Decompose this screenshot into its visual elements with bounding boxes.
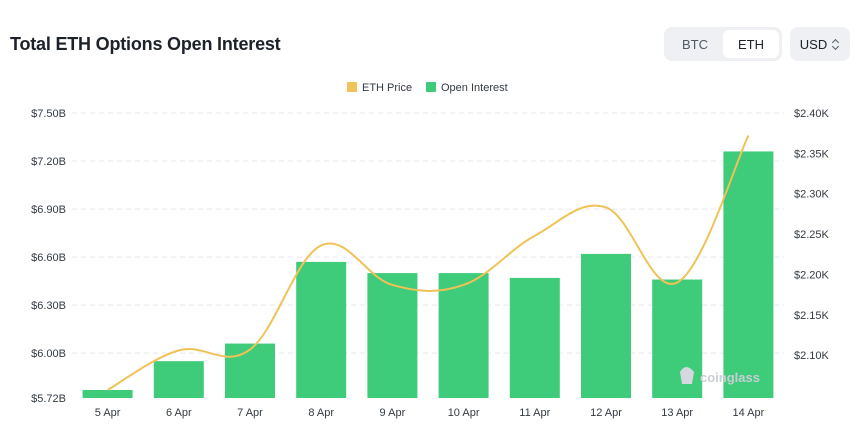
bar-series <box>82 151 774 398</box>
x-tick-label: 12 Apr <box>590 407 622 419</box>
left-axis: $5.72B $6.00B $6.30B $6.60B $6.90B $7.20B $7.5… <box>31 108 66 405</box>
bar-5-apr <box>82 389 133 398</box>
legend: ETH Price Open Interest <box>347 82 508 94</box>
watermark-text: coinglass <box>700 370 760 385</box>
eth-price-line <box>107 135 750 391</box>
x-tick-label: 6 Apr <box>166 407 192 419</box>
grid-lines <box>72 112 784 354</box>
left-tick-label: $6.60B <box>31 252 66 264</box>
asset-toggle: BTC ETH <box>664 27 782 61</box>
currency-value: USD <box>799 36 828 52</box>
legend-swatch <box>426 82 436 92</box>
x-tick-label: 5 Apr <box>95 407 121 419</box>
bar-9-apr <box>367 273 418 398</box>
left-tick-label: $6.30B <box>31 300 66 312</box>
left-tick-label: $5.72B <box>31 393 66 405</box>
left-tick-label: $7.20B <box>31 156 66 168</box>
left-tick-label: $6.00B <box>31 348 66 360</box>
left-tick-label: $7.50B <box>31 108 66 120</box>
bar-14-apr <box>723 151 774 398</box>
bar-13-apr <box>652 279 703 398</box>
right-tick-label: $2.20K <box>794 269 830 281</box>
x-axis: 5 Apr 6 Apr 7 Apr 8 Apr 9 Apr 10 Apr 11 Apr 12 … <box>95 407 765 419</box>
legend-label: Open Interest <box>441 82 508 94</box>
x-tick-label: 9 Apr <box>380 407 406 419</box>
right-tick-label: $2.25K <box>794 229 830 241</box>
legend-swatch <box>347 82 357 92</box>
legend-label: ETH Price <box>362 82 412 94</box>
right-tick-label: $2.40K <box>794 108 830 120</box>
x-tick-label: 14 Apr <box>732 407 764 419</box>
bar-10-apr <box>438 273 489 398</box>
right-axis: $2.10K $2.15K $2.20K $2.25K $2.30K $2.35K $2.4… <box>794 108 830 362</box>
watermark: coinglass <box>680 367 760 385</box>
x-tick-label: 7 Apr <box>237 407 263 419</box>
bar-8-apr <box>296 261 347 398</box>
bar-11-apr <box>509 277 560 398</box>
right-tick-label: $2.10K <box>794 350 830 362</box>
coinglass-logo-icon <box>680 367 694 384</box>
left-tick-label: $6.90B <box>31 204 66 216</box>
right-tick-label: $2.30K <box>794 189 830 201</box>
bar-12-apr <box>581 253 631 398</box>
right-tick-label: $2.15K <box>794 310 830 322</box>
right-tick-label: $2.35K <box>794 148 830 160</box>
x-tick-label: 13 Apr <box>661 407 693 419</box>
x-tick-label: 10 Apr <box>448 407 480 419</box>
x-tick-label: 11 Apr <box>519 407 550 419</box>
toggle-btc-button[interactable]: BTC <box>682 36 708 52</box>
bar-6-apr <box>153 361 204 398</box>
currency-select[interactable]: USD <box>790 27 850 61</box>
x-tick-label: 8 Apr <box>308 407 334 419</box>
bar-7-apr <box>225 343 275 398</box>
toggle-eth-button[interactable]: ETH <box>723 30 779 58</box>
page-title: Total ETH Options Open Interest <box>10 34 281 54</box>
